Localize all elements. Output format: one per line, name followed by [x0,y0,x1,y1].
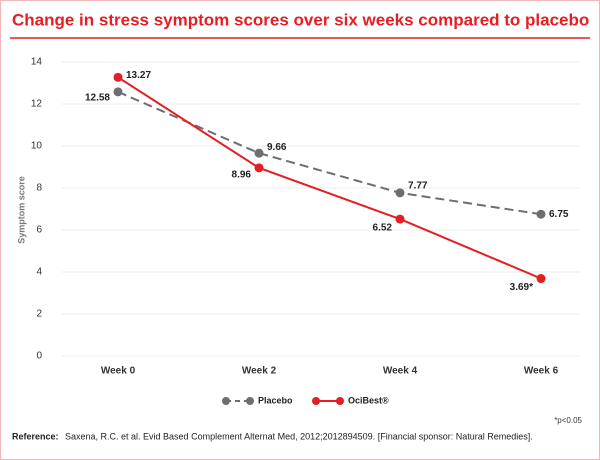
y-axis-label: Symptom score [16,176,26,244]
reference-text: Saxena, R.C. et al. Evid Based Complemen… [65,431,533,441]
series-line [117,76,542,280]
y-tick-label: 8 [36,183,42,194]
marker [395,188,405,198]
data-label: 6.52 [373,223,393,234]
x-tick-label: Week 4 [383,366,418,377]
reference-label: Reference: [12,431,59,441]
y-tick-label: 4 [36,267,42,278]
legend-marker [246,397,254,405]
x-tick-label: Week 2 [242,366,277,377]
marker [113,87,123,97]
marker [395,214,405,224]
legend-marker [312,397,320,405]
y-tick-label: 0 [36,351,42,362]
data-label: 8.96 [232,169,252,180]
legend-marker [222,397,230,405]
legend-marker [336,397,344,405]
data-label: 3.69* [510,282,533,293]
marker [536,209,546,219]
footnote: *p<0.05 [554,416,582,425]
x-tick-label: Week 0 [101,366,136,377]
x-tick-label: Week 6 [524,366,559,377]
legend-label: OciBest® [348,395,389,405]
legend-label: Placebo [258,395,293,405]
data-label: 6.75 [549,209,569,220]
data-label: 13.27 [126,70,151,81]
y-tick-label: 10 [31,141,43,152]
chart-title: Change in stress symptom scores over six… [12,10,589,29]
marker [113,72,123,82]
marker [254,163,264,173]
data-label: 9.66 [267,142,287,153]
marker [536,274,546,284]
y-tick-label: 14 [31,57,43,68]
y-tick-label: 2 [36,309,42,320]
marker [254,148,264,158]
y-tick-label: 12 [31,99,43,110]
data-label: 12.58 [85,92,110,103]
data-label: 7.77 [408,180,428,191]
y-tick-label: 6 [36,225,42,236]
